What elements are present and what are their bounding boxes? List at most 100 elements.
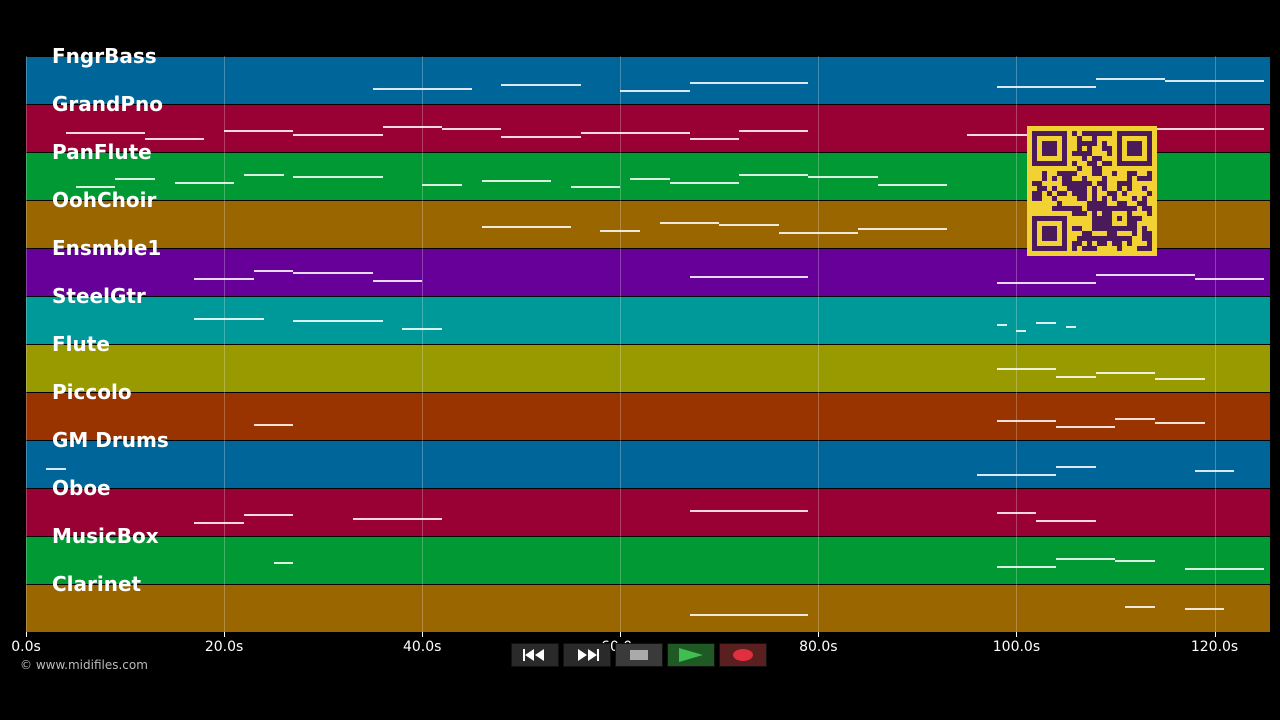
note [45,468,66,470]
axis-tick [224,632,226,637]
note [689,82,809,84]
note [1056,376,1096,378]
note [352,518,442,520]
note [382,126,442,128]
note [996,282,1096,284]
note [1194,278,1265,280]
note [65,132,145,134]
note [976,474,1057,476]
note [194,318,264,320]
note [293,176,383,178]
note [1184,608,1225,610]
note [1194,470,1235,472]
track-lane [26,296,1270,344]
note [273,562,294,564]
note [1095,274,1195,276]
axis-tick-label: 80.0s [799,639,838,655]
track-label: SteelGtr [52,284,146,308]
note [1125,606,1156,608]
gridline [1016,56,1018,632]
note [174,182,234,184]
note [996,86,1096,88]
note [996,324,1007,326]
track-label: Oboe [52,476,111,500]
note [719,224,779,226]
note [659,222,720,224]
axis-tick [1016,632,1018,637]
record-icon [733,649,753,661]
rewind-icon [523,649,544,661]
track-label: Flute [52,332,110,356]
note [630,178,670,180]
play-icon [679,648,703,662]
note [293,272,373,274]
track-lane [26,440,1270,488]
gridline [818,56,820,632]
note [1095,372,1156,374]
track-lane [26,344,1270,392]
stop-icon [630,650,648,660]
note [778,232,858,234]
note [1115,418,1156,420]
axis-tick-label: 120.0s [1190,639,1239,655]
record-button[interactable] [719,643,767,667]
playback-controls [511,643,769,669]
note [372,88,472,90]
gridline [1214,56,1216,632]
track-lane [26,392,1270,440]
note [243,514,294,516]
axis-tick [818,632,820,637]
track-label: FngrBass [52,44,157,68]
note [570,186,621,188]
note [857,228,948,230]
track-label: GrandPno [52,92,163,116]
note [1184,568,1265,570]
stop-button[interactable] [615,643,663,667]
note [1056,426,1116,428]
note [877,184,948,186]
note [580,132,690,134]
fast-forward-button[interactable] [563,643,611,667]
note [1065,326,1076,328]
gridline [26,56,27,632]
track-lane [26,584,1270,632]
note [144,138,205,140]
axis-tick [1214,632,1216,637]
axis-tick [422,632,424,637]
note [620,90,690,92]
note [224,130,294,132]
track-lane [26,488,1270,536]
note [293,134,383,136]
track-label: Clarinet [52,572,142,596]
note [253,424,294,426]
axis-tick [26,632,27,637]
note [194,278,254,280]
note [739,174,809,176]
qr-code [1027,126,1157,256]
note [1155,378,1205,380]
track-label: Piccolo [52,380,132,404]
axis-tick-label: 20.0s [204,639,244,655]
rewind-button[interactable] [511,643,559,667]
note [1016,330,1027,332]
note [1036,520,1096,522]
note [689,138,740,140]
note [996,566,1057,568]
note [689,614,809,616]
note [253,270,294,272]
gridline [422,56,424,632]
note [1056,466,1096,468]
note [501,136,581,138]
note [293,320,383,322]
qr-code-image [1032,131,1152,251]
note [75,186,116,188]
track-lane [26,248,1270,296]
track-label: Ensmble1 [52,236,162,260]
note [481,180,551,182]
track-lane [26,56,1270,104]
note [1155,128,1265,130]
play-button[interactable] [667,643,715,667]
axis-tick-label: 100.0s [992,639,1041,655]
track-label: MusicBox [52,524,159,548]
note [481,226,571,228]
